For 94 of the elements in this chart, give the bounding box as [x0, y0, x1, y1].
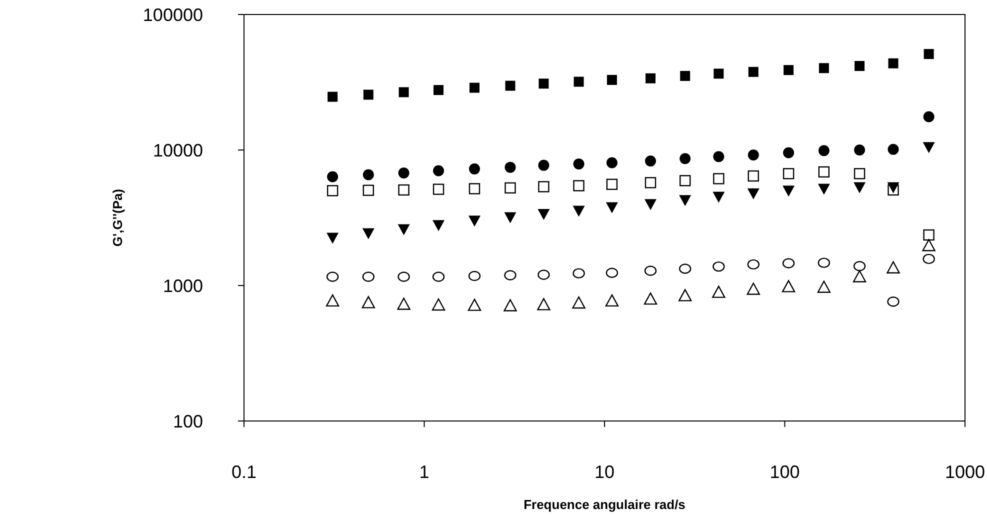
point	[886, 261, 900, 274]
point	[362, 272, 375, 282]
point	[854, 60, 865, 71]
point	[433, 165, 444, 176]
x-tick-label: 100	[770, 462, 800, 482]
point	[784, 65, 794, 76]
point	[853, 261, 866, 272]
point	[818, 145, 830, 156]
point	[398, 272, 410, 282]
point	[326, 294, 340, 307]
point	[468, 270, 481, 282]
point	[922, 254, 935, 264]
point	[469, 82, 480, 93]
point	[572, 206, 585, 217]
point	[362, 228, 374, 240]
point	[432, 184, 444, 195]
x-tick-label: 1	[419, 462, 430, 482]
point	[573, 158, 584, 170]
point	[854, 144, 866, 156]
point	[923, 111, 934, 122]
point	[924, 49, 934, 60]
point	[923, 229, 934, 241]
point	[887, 296, 900, 307]
point	[712, 192, 725, 203]
point	[714, 68, 724, 79]
point	[362, 296, 376, 308]
point	[573, 180, 584, 192]
point	[397, 298, 410, 310]
point	[328, 92, 338, 102]
point	[537, 298, 550, 310]
point	[818, 258, 830, 268]
point	[922, 239, 936, 252]
point	[538, 209, 550, 220]
point	[434, 85, 444, 96]
point	[854, 168, 866, 180]
point	[818, 184, 830, 195]
point	[782, 168, 794, 180]
y-tick-label: 10000	[152, 140, 203, 160]
point	[362, 169, 374, 180]
point	[432, 298, 446, 311]
y-axis-title: G',G''(Pa)	[110, 188, 125, 247]
point	[398, 184, 410, 196]
point	[922, 142, 935, 154]
x-axis-title: Frequence angulaire rad/s	[524, 497, 686, 512]
point	[468, 298, 482, 311]
point	[746, 282, 760, 295]
point	[572, 296, 586, 309]
point	[572, 268, 585, 278]
point	[712, 286, 726, 298]
point	[818, 166, 830, 178]
point	[854, 182, 866, 194]
point	[888, 144, 899, 155]
point	[468, 183, 480, 194]
point	[362, 184, 374, 196]
y-tick-label: 100000	[142, 4, 203, 25]
x-tick-label: 0.1	[231, 462, 257, 482]
point	[713, 173, 724, 184]
point	[783, 147, 794, 158]
point	[748, 170, 759, 182]
point	[326, 185, 338, 196]
y-tick-label: 100	[172, 411, 203, 432]
point	[326, 272, 339, 282]
point	[887, 182, 900, 194]
point	[363, 90, 374, 100]
point	[327, 171, 338, 182]
point	[538, 160, 550, 171]
point	[712, 261, 725, 272]
point	[817, 280, 831, 293]
y-tick-label: 1000	[162, 276, 203, 296]
point	[398, 168, 410, 179]
x-tick-label: 10	[594, 462, 615, 482]
point	[748, 66, 758, 77]
point	[432, 272, 445, 282]
point	[398, 224, 410, 236]
point	[432, 220, 445, 232]
point	[538, 181, 550, 192]
point	[748, 150, 759, 161]
point	[326, 232, 339, 244]
point	[818, 63, 829, 74]
point	[782, 280, 796, 292]
point	[538, 270, 550, 280]
point	[747, 188, 760, 200]
point	[852, 270, 866, 282]
point	[888, 58, 898, 68]
point	[398, 87, 409, 98]
point	[713, 151, 724, 162]
point	[747, 259, 760, 270]
point	[538, 78, 549, 89]
x-tick-label: 1000	[944, 462, 986, 482]
point	[468, 163, 480, 174]
point	[468, 216, 480, 227]
point	[782, 258, 795, 268]
point	[782, 186, 795, 197]
point	[574, 76, 584, 87]
